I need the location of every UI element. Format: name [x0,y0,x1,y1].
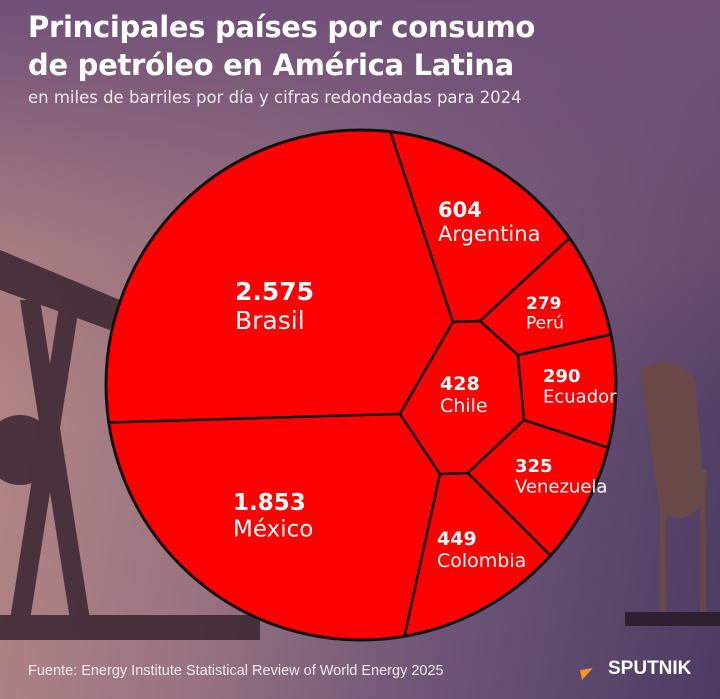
value-label-venezuela: 325 [515,456,553,477]
chart-subtitle: en miles de barriles por día y cifras re… [28,88,522,107]
pumpjack-right-icon [625,362,720,626]
value-label-mexico: 1.853 [233,490,306,516]
title-line-1: Principales países por consumo [28,10,536,44]
value-label-colombia: 449 [437,528,477,550]
value-label-brasil: 2.575 [235,277,314,306]
name-label-ecuador: Ecuador [543,387,617,408]
name-label-argentina: Argentina [438,222,540,246]
name-label-peru: Perú [526,314,564,334]
name-label-chile: Chile [440,395,488,417]
name-label-venezuela: Venezuela [515,477,607,498]
chart-outline [104,128,618,642]
source-note: Fuente: Energy Institute Statistical Rev… [28,663,444,679]
value-label-ecuador: 290 [543,366,581,387]
name-label-colombia: Colombia [437,550,526,572]
sputnik-arrow-icon [580,658,602,680]
value-label-chile: 428 [440,373,480,395]
name-label-brasil: Brasil [235,306,305,335]
title-line-2: de petróleo en América Latina [28,48,514,82]
cell-brasil [106,130,455,426]
brand-name: SPUTNIK [608,658,692,679]
chart-title: Principales países por consumo de petróle… [28,8,535,84]
name-label-mexico: México [233,516,313,542]
sputnik-logo[interactable]: SPUTNIK [578,656,691,682]
pumpjack-left-icon [0,250,260,640]
value-label-argentina: 604 [438,198,482,222]
value-label-peru: 279 [526,294,562,314]
